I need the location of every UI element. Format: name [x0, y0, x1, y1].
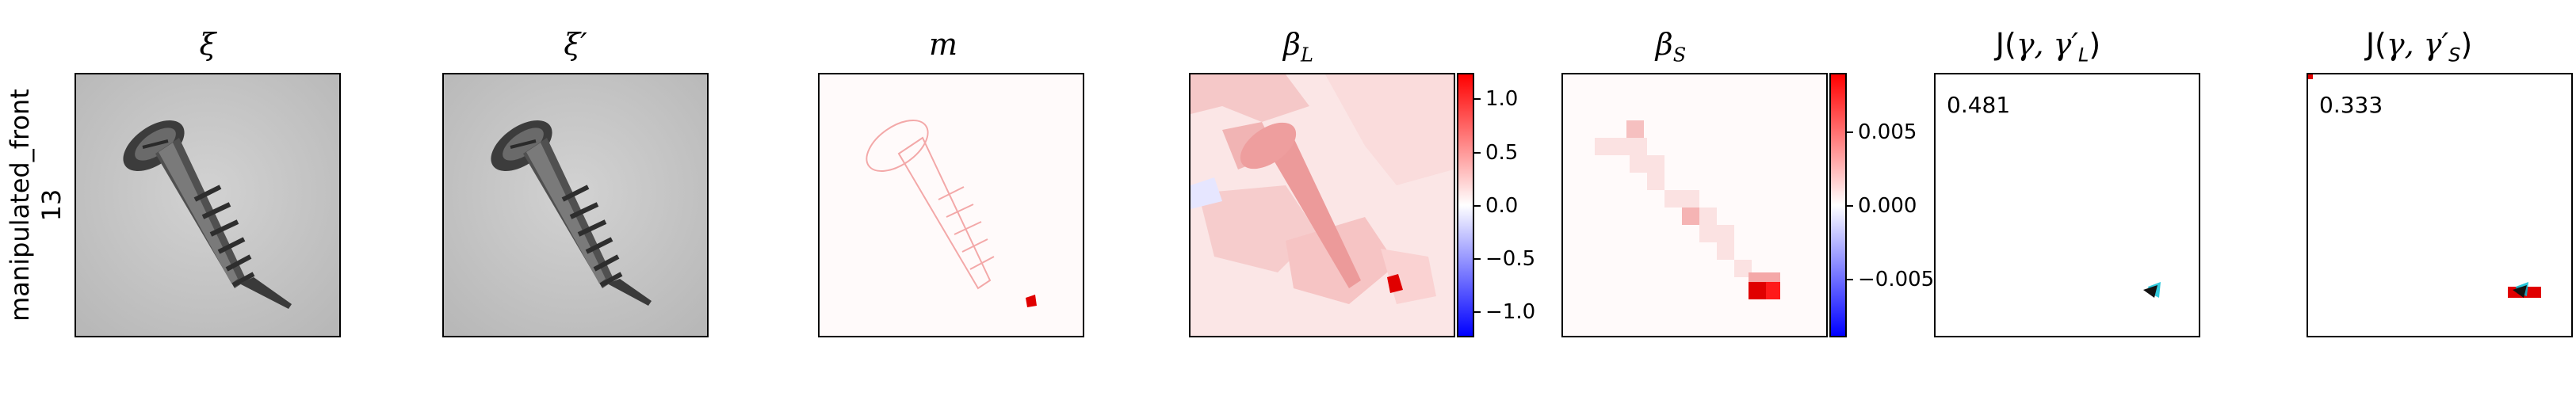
title-J-L: J(γ, γ′L)	[1995, 27, 2101, 67]
panel-beta-S-map	[1561, 73, 1828, 337]
title-beta-L: βL	[1283, 27, 1313, 67]
screw-shape	[123, 120, 292, 309]
panel-J-L-overlap: 0.481	[1934, 73, 2200, 337]
cbar-S-tick-0: 0.005	[1858, 120, 1917, 144]
panel-xi-prime-image	[442, 73, 709, 337]
colorbar-beta-S	[1829, 73, 1847, 337]
title-m: m	[928, 27, 958, 62]
title-beta-S: βS	[1655, 27, 1687, 67]
cbar-L-tick-3: −0.5	[1485, 247, 1536, 271]
row-label-line1: manipulated_front	[5, 89, 35, 322]
panel-beta-L-map	[1189, 73, 1455, 337]
title-xi: ξ	[199, 27, 216, 62]
cbar-S-tick-1: 0.000	[1858, 194, 1917, 218]
colorbar-beta-L	[1457, 73, 1474, 337]
cbar-L-tick-0: 1.0	[1485, 87, 1519, 111]
title-J-S: J(γ, γ′S)	[2365, 27, 2473, 67]
row-label: manipulated_front 13	[0, 73, 71, 337]
score-J-L: 0.481	[1947, 92, 2011, 118]
cbar-L-tick-1: 0.5	[1485, 141, 1519, 165]
score-J-S: 0.333	[2319, 92, 2383, 118]
panel-xi-image	[75, 73, 341, 337]
cbar-L-tick-4: −1.0	[1485, 300, 1536, 324]
cbar-L-tick-2: 0.0	[1485, 194, 1519, 218]
screw-shape-manipulated	[491, 120, 652, 306]
cbar-S-tick-2: −0.005	[1858, 268, 1935, 291]
panel-m-map	[818, 73, 1084, 337]
panel-J-S-overlap: 0.333	[2307, 73, 2573, 337]
row-label-line2: 13	[36, 188, 67, 222]
title-xi-prime: ξ′	[564, 27, 587, 62]
